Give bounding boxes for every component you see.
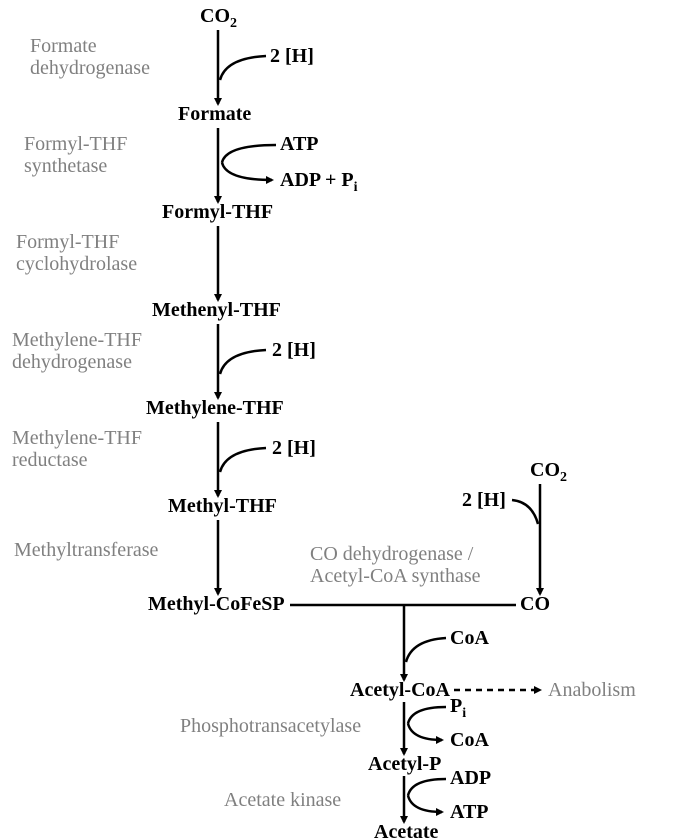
enzyme-codh_acs: CO dehydrogenase /Acetyl-CoA synthase — [310, 543, 481, 587]
cofactor-pi: Pi — [450, 695, 466, 721]
cofactor-atp_2: ATP — [450, 801, 489, 823]
hook-h2-3 — [220, 448, 266, 472]
enzyme-formate_dh: Formatedehydrogenase — [30, 35, 150, 79]
enzyme-methylene_red: Methylene-THFreductase — [12, 427, 142, 471]
metabolite-acetate: Acetate — [374, 821, 439, 840]
enzyme-acetate_kinase: Acetate kinase — [224, 789, 341, 811]
hook-pi-coa-in — [408, 707, 446, 724]
hook-h2-2 — [220, 350, 266, 374]
hook-atp-in — [222, 145, 276, 163]
cofactor-adp_pi: ADP + Pi — [280, 169, 358, 195]
metabolite-methylene_thf: Methylene-THF — [146, 397, 284, 419]
cofactor-h2_3: 2 [H] — [272, 437, 316, 459]
hook-adp-atp-out — [408, 796, 442, 813]
cofactor-coa_out: CoA — [450, 729, 489, 751]
cofactor-coa_in: CoA — [450, 627, 489, 649]
enzyme-formyl_cyclo: Formyl-THFcyclohydrolase — [16, 231, 137, 275]
enzyme-formyl_synth: Formyl-THFsynthetase — [24, 133, 127, 177]
metabolite-co2_a: CO2 — [200, 5, 237, 31]
metabolite-co2_b: CO2 — [530, 459, 567, 485]
hook-pi-coa-out — [408, 724, 442, 741]
enzyme-phosphotrans: Phosphotransacetylase — [180, 715, 361, 737]
hook-atp-out — [222, 163, 272, 181]
metabolite-formyl_thf: Formyl-THF — [162, 201, 273, 223]
enzyme-methyltransferase: Methyltransferase — [14, 539, 159, 561]
cofactor-h2_1: 2 [H] — [270, 45, 314, 67]
hook-h2-4 — [512, 500, 538, 524]
metabolite-co: CO — [520, 593, 550, 615]
cofactor-h2_2: 2 [H] — [272, 339, 316, 361]
cofactor-adp: ADP — [450, 767, 491, 789]
hook-h2-1 — [220, 56, 266, 80]
metabolite-formate: Formate — [178, 103, 251, 125]
hook-adp-atp-in — [408, 779, 446, 796]
enzyme-methylene_dh: Methylene-THFdehydrogenase — [12, 329, 142, 373]
cofactor-h2_4: 2 [H] — [462, 489, 506, 511]
metabolite-methyl_cofesp: Methyl-CoFeSP — [148, 593, 285, 615]
metabolite-anabolism: Anabolism — [548, 679, 636, 701]
wood-ljungdahl-pathway: CO2 Formate Formyl-THF Methenyl-THF Methylen… — [0, 0, 680, 840]
metabolite-acetyl_p: Acetyl-P — [368, 753, 441, 775]
metabolite-acetyl_coa: Acetyl-CoA — [350, 679, 451, 701]
metabolite-methenyl_thf: Methenyl-THF — [152, 299, 281, 321]
metabolite-methyl_thf: Methyl-THF — [168, 495, 277, 517]
hook-coa — [406, 638, 446, 662]
cofactor-atp_1: ATP — [280, 133, 319, 155]
